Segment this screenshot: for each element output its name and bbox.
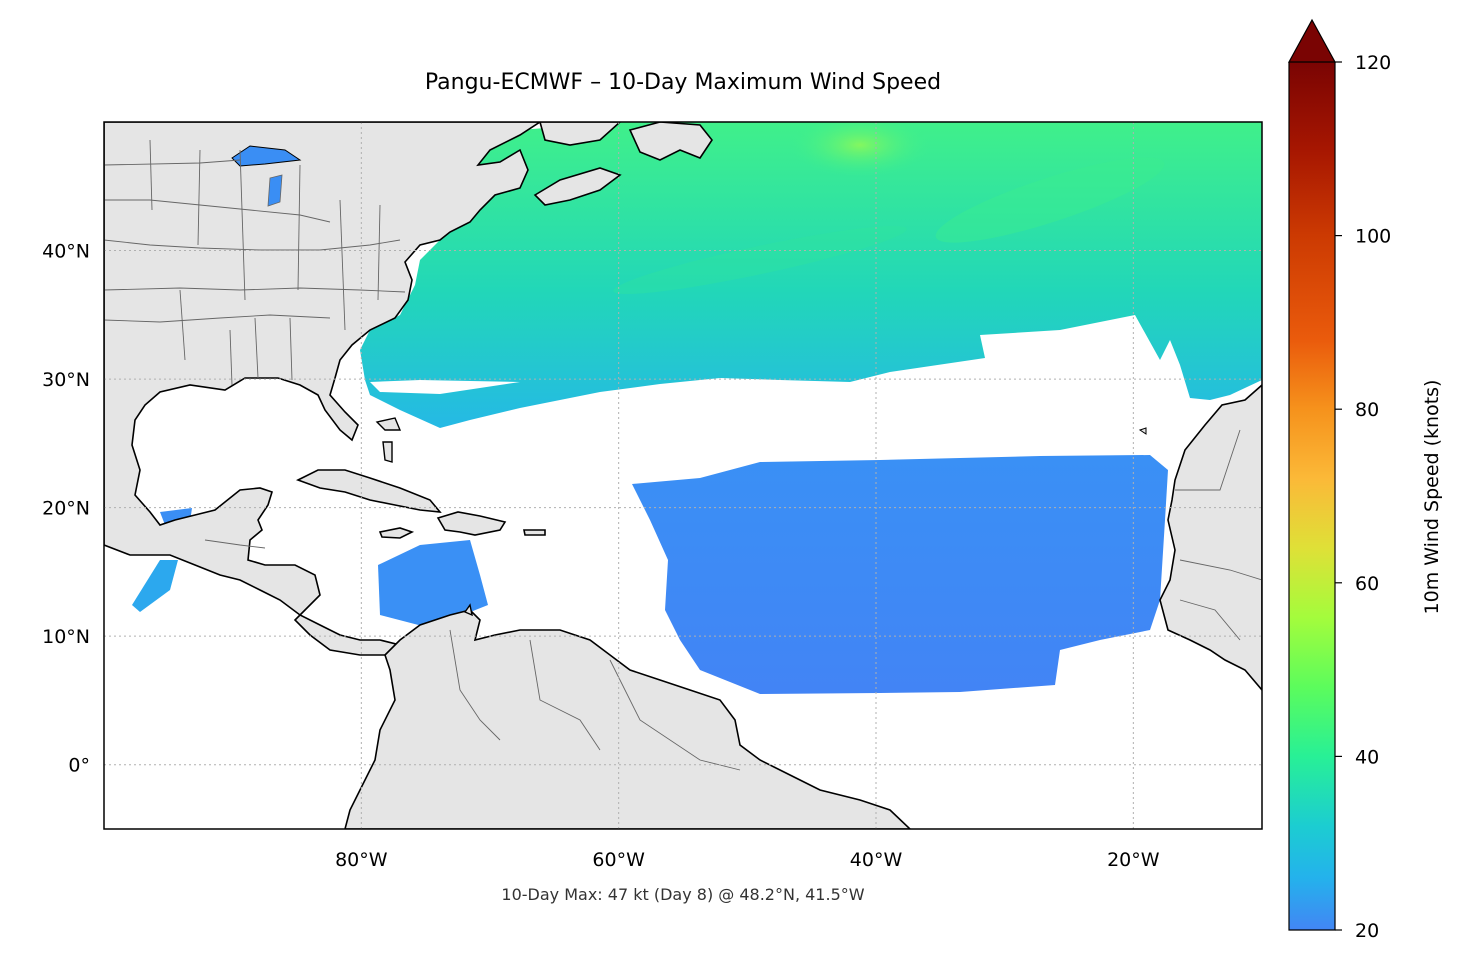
colorbar-extend-arrow (1287, 18, 1337, 63)
footnote-max-wind: 10-Day Max: 47 kt (Day 8) @ 48.2°N, 41.5… (501, 885, 865, 904)
colorbar-tick-label: 40 (1355, 746, 1379, 768)
land-africa (1159, 383, 1262, 692)
lat-tick-label: 10°N (42, 626, 90, 648)
colorbar: 20 40 60 80 100 120 10m Wind Speed (knots) (1287, 18, 1443, 942)
lon-tick-label: 40°W (850, 849, 903, 871)
lon-tick-label: 20°W (1107, 849, 1160, 871)
land-cuba (295, 469, 442, 513)
land-north-america (104, 122, 542, 656)
colorbar-tick-label: 60 (1355, 573, 1379, 595)
land-south-america (344, 609, 912, 829)
map-title: Pangu-ECMWF – 10-Day Maximum Wind Speed (424, 70, 942, 95)
lat-tick-label: 40°N (42, 241, 90, 263)
lon-tick-label: 80°W (335, 849, 388, 871)
colorbar-tick-label: 120 (1355, 52, 1391, 74)
wind-max-hotspot (790, 122, 930, 177)
lon-tick-label: 60°W (592, 849, 645, 871)
lat-tick-label: 20°N (42, 498, 90, 520)
colorbar-gradient (1289, 62, 1335, 930)
colorbar-tick-label: 20 (1355, 920, 1379, 942)
colorbar-tick-label: 80 (1355, 399, 1379, 421)
lat-tick-label: 0° (68, 755, 90, 777)
lat-tick-label: 30°N (42, 369, 90, 391)
colorbar-label: 10m Wind Speed (knots) (1421, 380, 1443, 615)
map-frame (103, 121, 1263, 830)
political-borders (104, 139, 1262, 771)
wind-field-north (360, 122, 1262, 428)
colorbar-tick-label: 100 (1355, 226, 1391, 248)
wind-field-caribbean (378, 540, 488, 628)
wind-field-south (632, 455, 1168, 694)
